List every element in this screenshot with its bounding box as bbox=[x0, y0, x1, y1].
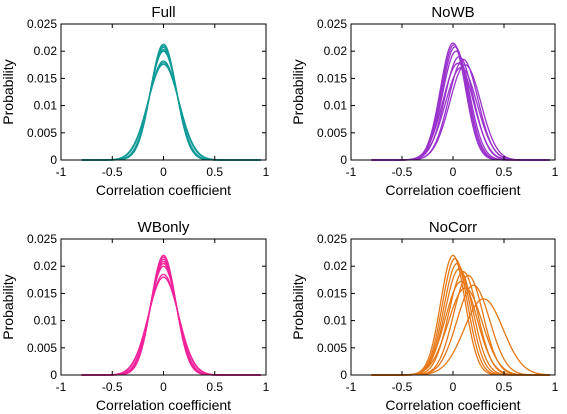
y-tick-label: 0.005 bbox=[317, 126, 347, 140]
series-line bbox=[81, 50, 261, 161]
chart-panel-nocorr: -1 -0.5 0 0.5 1 0 0.005 0.01 0.015 0.02 0.025 NoCor… bbox=[290, 219, 559, 413]
x-tick-label: -0.5 bbox=[102, 380, 123, 394]
series-line bbox=[371, 64, 550, 161]
y-tick-label: 0.01 bbox=[324, 314, 348, 328]
y-tick-label: 0 bbox=[50, 368, 57, 382]
x-axis-label: Correlation coefficient bbox=[385, 397, 520, 413]
y-axis-label: Probability bbox=[290, 59, 306, 124]
series-line bbox=[81, 254, 261, 376]
series-line bbox=[371, 280, 550, 376]
series-line bbox=[81, 276, 261, 376]
x-tick-label: 1 bbox=[263, 380, 270, 394]
series-line bbox=[371, 58, 550, 161]
x-tick-label: -0.5 bbox=[102, 165, 123, 179]
x-tick-label: 0.5 bbox=[206, 165, 223, 179]
y-tick-label: 0.015 bbox=[27, 286, 57, 300]
series-line bbox=[371, 262, 550, 376]
chart-title: WBonly bbox=[138, 219, 190, 236]
chart-panel-nowb: -1 -0.5 0 0.5 1 0 0.005 0.01 0.015 0.02 0.025 NoWB C… bbox=[290, 4, 559, 198]
y-tick-label: 0 bbox=[340, 153, 347, 167]
x-tick-label: -1 bbox=[346, 165, 357, 179]
y-tick-label: 0.025 bbox=[317, 232, 347, 246]
series-line bbox=[371, 284, 550, 376]
y-tick-label: 0.01 bbox=[34, 314, 58, 328]
x-tick-label: 1 bbox=[263, 165, 270, 179]
y-tick-label: 0.005 bbox=[27, 126, 57, 140]
x-axis-label: Correlation coefficient bbox=[385, 182, 520, 198]
x-axis-label: Correlation coefficient bbox=[96, 182, 231, 198]
x-tick-label: 0 bbox=[450, 380, 457, 394]
series-line bbox=[81, 258, 261, 376]
y-tick-label: 0.02 bbox=[34, 44, 58, 58]
series-line bbox=[81, 63, 261, 161]
series-line bbox=[371, 56, 550, 161]
y-axis-label: Probability bbox=[290, 274, 306, 339]
series-line bbox=[81, 256, 261, 376]
y-tick-label: 0.015 bbox=[317, 286, 347, 300]
x-tick-label: 0.5 bbox=[206, 380, 223, 394]
x-tick-label: 0 bbox=[450, 165, 457, 179]
series-line bbox=[371, 66, 550, 161]
x-tick-label: -1 bbox=[56, 165, 67, 179]
series-group bbox=[371, 42, 550, 161]
series-line bbox=[371, 287, 550, 376]
series-line bbox=[81, 265, 261, 376]
series-group bbox=[81, 43, 261, 161]
chart-panel-full: -1 -0.5 0 0.5 1 0 0.005 0.01 0.015 0.02 0.025 Full C… bbox=[0, 4, 270, 198]
x-tick-label: 0.5 bbox=[496, 165, 513, 179]
y-tick-label: 0.015 bbox=[27, 71, 57, 85]
x-tick-label: 0 bbox=[160, 165, 167, 179]
y-tick-label: 0.025 bbox=[317, 17, 347, 31]
y-tick-label: 0 bbox=[340, 368, 347, 382]
y-tick-label: 0.02 bbox=[34, 259, 58, 273]
series-group bbox=[81, 254, 261, 376]
x-tick-label: 1 bbox=[552, 165, 559, 179]
y-tick-label: 0 bbox=[50, 153, 57, 167]
x-tick-label: -1 bbox=[56, 380, 67, 394]
x-tick-label: 0.5 bbox=[496, 380, 513, 394]
y-tick-label: 0.005 bbox=[317, 341, 347, 355]
x-tick-label: 1 bbox=[552, 380, 559, 394]
x-tick-label: -1 bbox=[346, 380, 357, 394]
y-tick-label: 0.02 bbox=[324, 44, 348, 58]
y-tick-label: 0.01 bbox=[324, 99, 348, 113]
y-axis-label: Probability bbox=[0, 274, 16, 339]
chart-panel-wbonly: -1 -0.5 0 0.5 1 0 0.005 0.01 0.015 0.02 0.025 WBonl… bbox=[0, 219, 270, 413]
y-tick-label: 0.005 bbox=[27, 341, 57, 355]
series-line bbox=[371, 62, 550, 161]
y-tick-label: 0.015 bbox=[317, 71, 347, 85]
chart-title: NoCorr bbox=[429, 219, 477, 236]
y-tick-label: 0.02 bbox=[324, 259, 348, 273]
x-axis-label: Correlation coefficient bbox=[96, 397, 231, 413]
y-tick-label: 0.025 bbox=[27, 17, 57, 31]
x-tick-label: -0.5 bbox=[392, 380, 413, 394]
series-group bbox=[371, 254, 550, 376]
chart-title: Full bbox=[151, 4, 175, 21]
chart-title: NoWB bbox=[431, 4, 474, 21]
y-tick-label: 0.01 bbox=[34, 99, 58, 113]
series-line bbox=[371, 268, 550, 376]
x-tick-label: -0.5 bbox=[392, 165, 413, 179]
x-tick-label: 0 bbox=[160, 380, 167, 394]
y-axis-label: Probability bbox=[0, 59, 16, 124]
y-tick-label: 0.025 bbox=[27, 232, 57, 246]
